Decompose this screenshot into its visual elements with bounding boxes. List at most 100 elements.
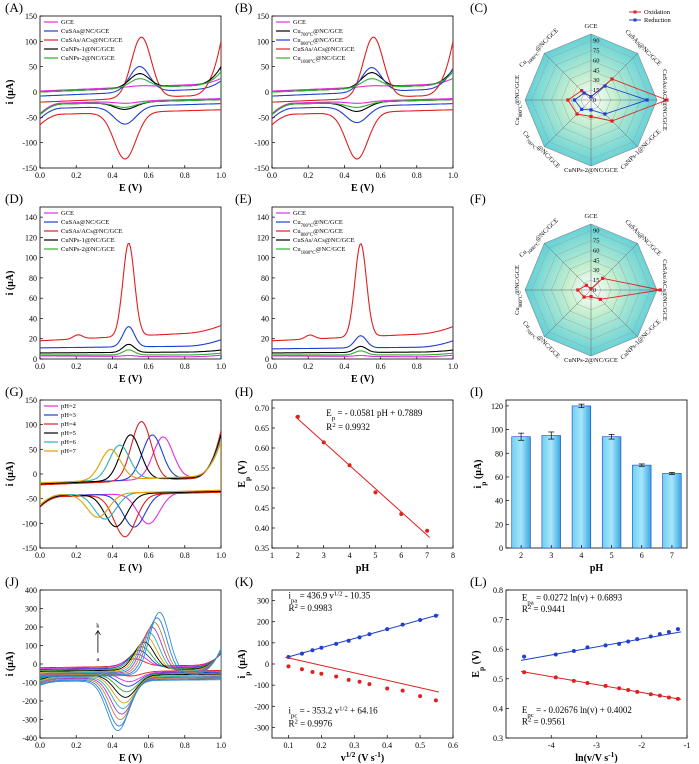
y-tick-label: 400 xyxy=(25,586,37,595)
panel-4: 0.0 0.2 0.4 0.6 0.8 1.0 0 20 40 60 80 100 120 140 E (V… xyxy=(257,206,458,385)
x-tick-label: 0.3 xyxy=(349,741,359,750)
radar-ring-label: 0 xyxy=(593,97,596,104)
legend-label: pH=7 xyxy=(61,448,77,455)
x-tick-label: 0.6 xyxy=(144,362,154,371)
series-line xyxy=(40,636,221,704)
series-line xyxy=(40,70,221,116)
series-line xyxy=(40,77,221,115)
plot-frame xyxy=(39,206,222,360)
bar xyxy=(632,464,652,549)
fit-annotation: R2 = 0.9932 xyxy=(326,422,370,433)
data-point xyxy=(347,463,352,468)
panel-label: (D) xyxy=(5,191,23,206)
panel-label: (A) xyxy=(5,0,23,15)
x-tick-label: 0.0 xyxy=(267,362,277,371)
radar-ring-label: 45 xyxy=(593,67,600,74)
y-tick-label: 300 xyxy=(25,605,37,614)
legend-label: CuNPs-2@NC/GCE xyxy=(61,246,115,253)
y-tick-label: 40 xyxy=(495,497,503,506)
x-tick-label: 2 xyxy=(296,551,300,560)
y-tick-label: 200 xyxy=(25,623,37,632)
panel-3: 0.0 0.2 0.4 0.6 0.8 1.0 0 20 40 60 80 100 120 140 E (V… xyxy=(5,206,226,385)
bar xyxy=(601,436,622,549)
series-line xyxy=(272,77,453,115)
radar-ring-label: 30 xyxy=(593,77,600,84)
y-tick-label: -100 xyxy=(254,139,269,148)
y-tick-label: 100 xyxy=(25,37,37,46)
y-tick-label: -200 xyxy=(22,697,37,706)
legend-label: pH=5 xyxy=(61,430,76,437)
legend-label: pH=3 xyxy=(61,412,76,419)
y-tick-label: -50 xyxy=(26,495,37,504)
panel-2: 0153045607590GCECuSAs@NC/GCECuSAs/ACs@NC… xyxy=(514,9,671,174)
fit-annotation: Epa = 0.0272 ln(v) + 0.6893 xyxy=(522,592,623,606)
data-point xyxy=(585,680,590,685)
panel-6: 0.0 0.2 0.4 0.6 0.8 1.0 -150 -100 -50 0 50 100 150 E … xyxy=(5,396,226,574)
data-point xyxy=(626,639,631,644)
series-line xyxy=(40,438,221,520)
series-line xyxy=(272,67,453,124)
radar-category-label: CuSAs/ACs@NC/GCE xyxy=(661,259,668,321)
series-line xyxy=(272,350,453,356)
x-tick-label: 6 xyxy=(640,551,644,560)
x-axis-label: E (V) xyxy=(119,563,142,574)
x-tick-label: 3 xyxy=(322,551,326,560)
data-point xyxy=(385,686,390,691)
legend-label: GCE xyxy=(61,210,74,217)
x-tick-label: 0.8 xyxy=(412,171,422,180)
data-point xyxy=(522,670,527,675)
y-tick-label: -100 xyxy=(22,519,37,528)
x-tick-label: 0.2 xyxy=(303,171,313,180)
x-tick-label: 0.8 xyxy=(180,741,190,750)
y-tick-label: 20 xyxy=(495,520,503,529)
series-line xyxy=(40,632,221,709)
data-point xyxy=(321,440,326,445)
data-point xyxy=(399,512,404,516)
legend-label: Oxidation xyxy=(644,9,671,16)
y-tick-label: 100 xyxy=(257,37,269,46)
legend-label: GCE xyxy=(293,19,306,26)
data-point xyxy=(286,664,291,669)
x-axis-label: E (V) xyxy=(119,753,142,764)
radar-ring-label: 75 xyxy=(593,48,600,55)
series-line xyxy=(40,242,221,342)
legend-label: GCE xyxy=(293,210,306,217)
x-axis-label: E (V) xyxy=(351,374,374,385)
radar-point xyxy=(589,114,593,119)
radar-point xyxy=(610,77,614,81)
x-axis-label: pH xyxy=(356,563,370,574)
radar-point xyxy=(665,98,669,102)
panel-5: 0153045607590GCECuSAs@NC/GCECuSAs/ACs@NC… xyxy=(514,213,668,364)
arrow-head xyxy=(95,629,101,635)
x-tick-label: 0.0 xyxy=(267,171,277,180)
x-tick-label: 3 xyxy=(549,551,553,560)
panel-7: 1 2 3 4 5 6 7 8 0.35 0.40 0.45 0.50 0.55 0.60 0.65 0.70… xyxy=(237,399,455,574)
y-tick-label: 0 xyxy=(33,88,37,97)
data-point xyxy=(319,645,324,650)
y-tick-label: 0.3 xyxy=(493,734,503,743)
legend-label: GCE xyxy=(61,19,74,26)
x-tick-label: 0.2 xyxy=(71,362,81,371)
data-point xyxy=(295,414,300,419)
series-line xyxy=(272,345,453,354)
y-tick-label: 150 xyxy=(25,12,37,21)
x-tick-label: 8 xyxy=(451,551,455,560)
series-line xyxy=(40,617,221,727)
x-tick-label: 0.6 xyxy=(144,551,154,560)
y-tick-label: 0.40 xyxy=(255,524,269,533)
y-tick-label: 100 xyxy=(491,426,503,435)
panel-label: (E) xyxy=(235,191,252,206)
data-point xyxy=(385,627,390,632)
fit-annotation: R2 = 0.9561 xyxy=(522,716,566,727)
y-tick-label: 80 xyxy=(261,274,269,283)
y-tick-label: 80 xyxy=(495,449,503,458)
plot-area xyxy=(40,611,221,732)
data-point xyxy=(367,682,372,687)
radar-point xyxy=(576,288,580,292)
y-tick-label: 40 xyxy=(261,314,269,323)
x-tick-label: 1.0 xyxy=(216,741,226,750)
y-tick-label: 50 xyxy=(261,63,269,72)
data-point xyxy=(400,622,405,627)
y-tick-label: 100 xyxy=(25,254,37,263)
radar-point xyxy=(589,287,593,291)
